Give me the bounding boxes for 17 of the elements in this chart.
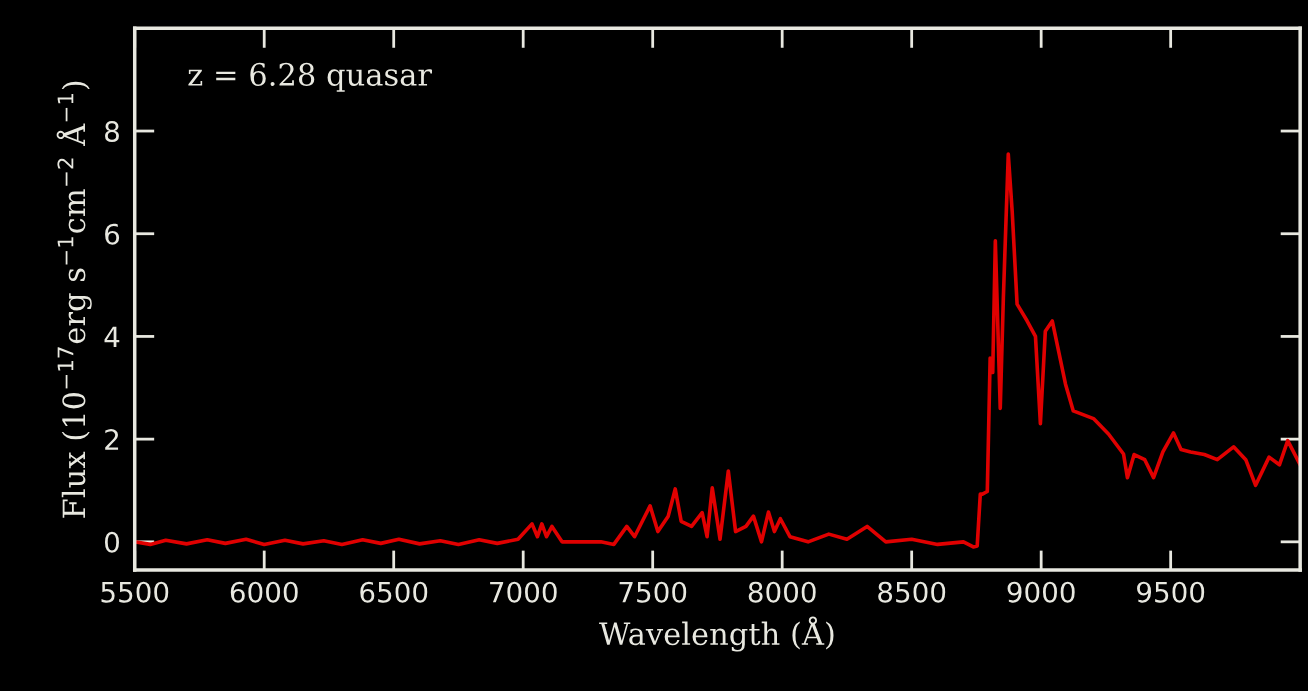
x-tick-label: 9500	[1137, 581, 1205, 603]
y-tick-label: 4	[104, 326, 120, 347]
x-tick-label: 8000	[748, 581, 816, 603]
x-tick-label: 8500	[878, 581, 946, 603]
text: Flux (10$^{−17}$erg s$^{−1}$cm$^{−2}$ Å$^{−1}$)	[56, 81, 92, 518]
x-tick-label: 7000	[490, 581, 557, 603]
x-axis-title: Wavelength (Å)	[599, 616, 834, 652]
y-tick-label: 2	[105, 429, 119, 450]
annotation: z = 6.28 quasar	[188, 62, 432, 92]
y-tick-label: 0	[104, 531, 119, 553]
x-tick-label: 9000	[1007, 581, 1075, 603]
y-tick-label: 6	[105, 223, 120, 245]
x-tick-label: 6500	[360, 581, 428, 603]
x-tick-label: 7500	[619, 581, 687, 603]
x-tick-label: 5500	[101, 581, 169, 603]
y-tick-label: 8	[105, 120, 119, 142]
x-tick-label: 6000	[230, 581, 298, 603]
